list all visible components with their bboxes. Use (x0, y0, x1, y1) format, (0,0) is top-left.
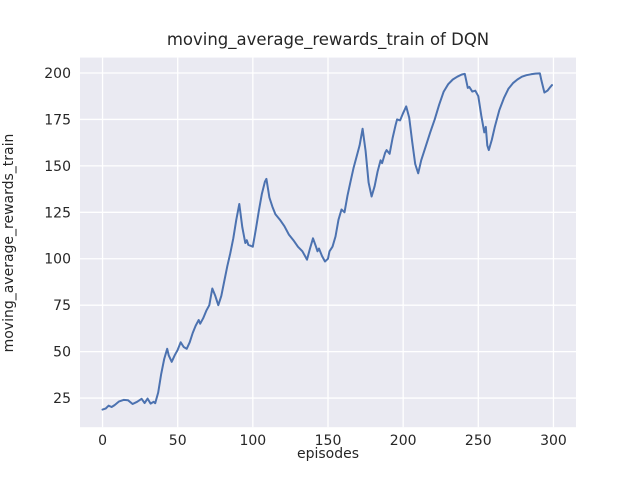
y-tick-label: 200 (44, 66, 71, 82)
y-tick-label: 175 (44, 112, 71, 128)
y-tick-label: 50 (53, 345, 71, 361)
y-tick-label: 25 (53, 391, 71, 407)
y-tick-label: 75 (53, 298, 71, 314)
y-axis-label: moving_average_rewards_train (1, 133, 17, 353)
x-tick-label: 250 (465, 433, 492, 449)
x-tick-label: 50 (169, 433, 187, 449)
y-tick-label: 150 (44, 159, 71, 175)
chart-title: moving_average_rewards_train of DQN (166, 30, 490, 49)
x-axis-label: episodes (296, 446, 360, 462)
x-tick-label: 100 (239, 433, 266, 449)
x-tick-label: 150 (315, 433, 342, 449)
y-tick-label: 125 (44, 205, 71, 221)
x-tick-label: 300 (540, 433, 567, 449)
reward-line (101, 72, 553, 411)
x-tick-label: 200 (390, 433, 417, 449)
y-tick-label: 100 (44, 252, 71, 268)
x-tick-label: 0 (98, 433, 107, 449)
